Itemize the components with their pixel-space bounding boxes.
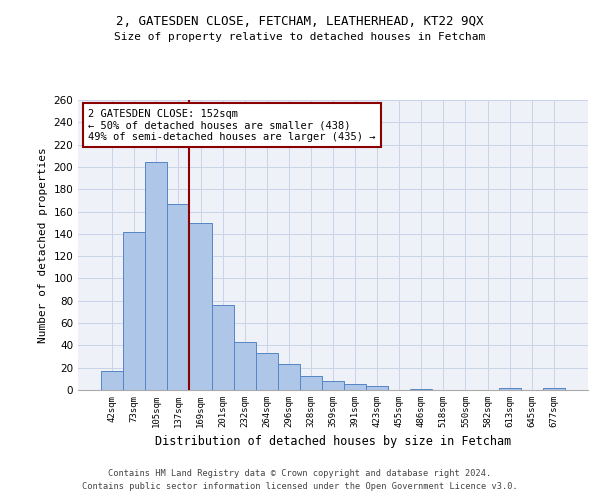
Bar	[167, 204, 190, 390]
Bar	[366, 386, 388, 390]
Text: Contains public sector information licensed under the Open Government Licence v3: Contains public sector information licen…	[82, 482, 518, 491]
Bar	[278, 364, 300, 390]
Text: Size of property relative to detached houses in Fetcham: Size of property relative to detached ho…	[115, 32, 485, 42]
Bar	[212, 305, 233, 390]
Text: Contains HM Land Registry data © Crown copyright and database right 2024.: Contains HM Land Registry data © Crown c…	[109, 468, 491, 477]
Y-axis label: Number of detached properties: Number of detached properties	[38, 147, 48, 343]
Bar	[256, 353, 278, 390]
Bar	[300, 376, 322, 390]
Text: 2, GATESDEN CLOSE, FETCHAM, LEATHERHEAD, KT22 9QX: 2, GATESDEN CLOSE, FETCHAM, LEATHERHEAD,…	[116, 15, 484, 28]
X-axis label: Distribution of detached houses by size in Fetcham: Distribution of detached houses by size …	[155, 436, 511, 448]
Bar	[123, 232, 145, 390]
Bar	[410, 389, 433, 390]
Bar	[322, 381, 344, 390]
Bar	[190, 222, 212, 390]
Bar	[145, 162, 167, 390]
Text: 2 GATESDEN CLOSE: 152sqm
← 50% of detached houses are smaller (438)
49% of semi-: 2 GATESDEN CLOSE: 152sqm ← 50% of detach…	[88, 108, 376, 142]
Bar	[344, 384, 366, 390]
Bar	[499, 388, 521, 390]
Bar	[233, 342, 256, 390]
Bar	[543, 388, 565, 390]
Bar	[101, 371, 123, 390]
